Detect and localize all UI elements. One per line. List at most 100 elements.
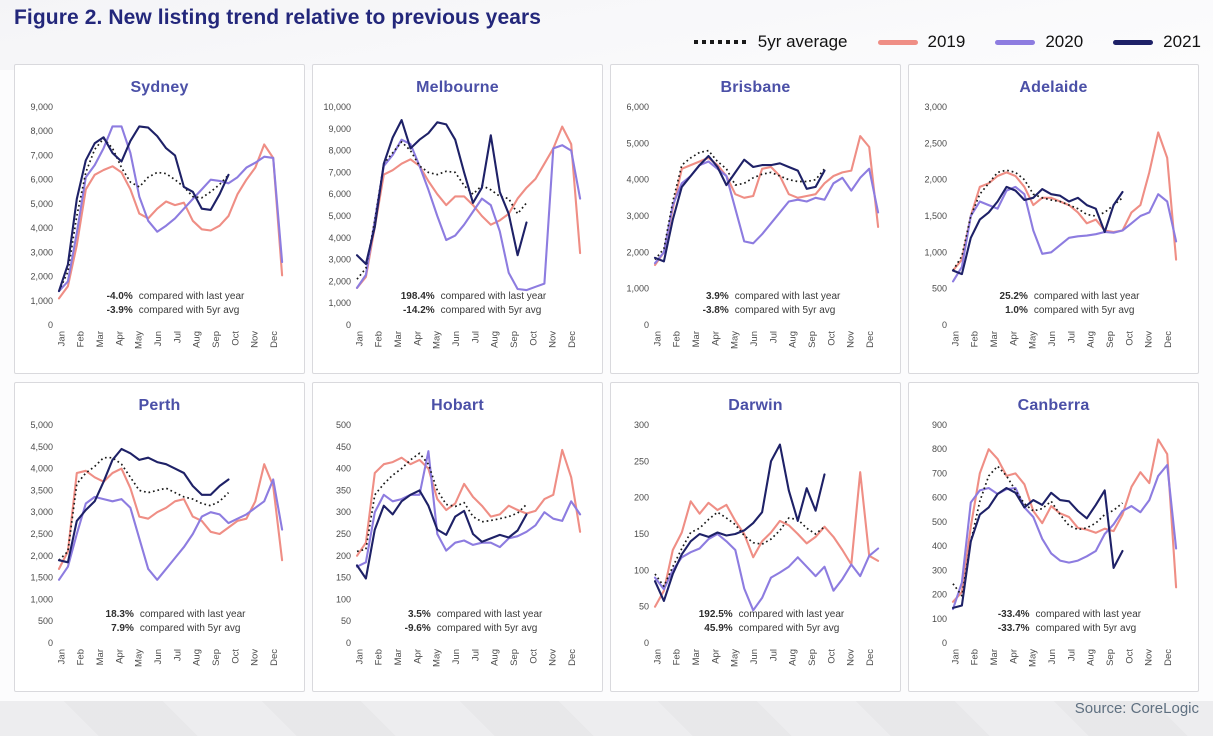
legend-item-2020: 2020 — [995, 32, 1083, 52]
x-tick-label: Jan — [56, 331, 67, 346]
x-tick-label: Dec — [567, 331, 578, 348]
legend-label: 2020 — [1045, 32, 1084, 51]
x-tick-label: Sep — [509, 649, 520, 666]
chart-card-canberra: Canberra 0 100 200 300 400 500 600 700 800 900 Jan… — [908, 382, 1199, 692]
y-tick-label: 150 — [634, 529, 649, 539]
x-tick-label: Apr — [1008, 331, 1019, 346]
y-tick-label: 4,000 — [30, 223, 53, 233]
series-line-2019 — [951, 438, 1178, 603]
series-line-5yr-average — [952, 169, 1124, 271]
series-line-2019 — [653, 471, 880, 608]
x-tick-label: Mar — [691, 331, 702, 347]
y-tick-label: 0 — [644, 320, 649, 330]
x-tick-label: Jun — [451, 649, 462, 664]
x-tick-label: Jul — [470, 331, 481, 343]
y-tick-label: 4,000 — [30, 464, 53, 474]
x-tick-label: Mar — [95, 649, 106, 665]
x-tick-label: May — [134, 649, 145, 667]
y-tick-label: 150 — [336, 573, 351, 583]
chart-title: Hobart — [431, 397, 484, 414]
series-line-2021 — [951, 185, 1124, 276]
x-tick-label: Jul — [1066, 331, 1077, 343]
x-tick-label: Dec — [1163, 649, 1174, 666]
y-tick-label: 6,000 — [626, 102, 649, 112]
chart-title: Sydney — [130, 79, 189, 96]
x-tick-label: Dec — [269, 331, 280, 348]
x-tick-label: Jun — [153, 331, 164, 346]
series-line-5yr-average — [356, 452, 528, 553]
y-tick-label: 250 — [634, 456, 649, 466]
series-line-2020 — [355, 450, 582, 568]
x-tick-label: Feb — [76, 649, 87, 665]
x-tick-label: Oct — [826, 331, 837, 346]
y-tick-label: 3,000 — [626, 211, 649, 221]
x-tick-label: Sep — [1105, 649, 1116, 666]
y-tick-label: 1,000 — [626, 284, 649, 294]
y-tick-label: 0 — [644, 638, 649, 648]
x-tick-label: Jan — [354, 649, 365, 664]
series-line-2020 — [951, 185, 1178, 283]
x-tick-label: Mar — [393, 331, 404, 347]
y-tick-label: 5,000 — [30, 420, 53, 430]
legend-label: 2019 — [927, 32, 966, 51]
chart-title: Canberra — [1017, 397, 1090, 414]
x-tick-label: Apr — [412, 649, 423, 664]
line-chart-sydney: 0 1,000 2,000 3,000 4,000 5,000 6,000 7,000 8,00… — [30, 102, 284, 349]
y-tick-label: 400 — [336, 464, 351, 474]
chart-card-perth: Perth 0 500 1,000 1,500 2,000 2,500 3,000 3,500… — [14, 382, 305, 692]
x-tick-label: Jul — [470, 649, 481, 661]
y-tick-label: 3,000 — [30, 507, 53, 517]
y-tick-label: 9,000 — [328, 124, 351, 134]
series-line-2020 — [57, 125, 284, 293]
y-tick-label: 0 — [48, 320, 53, 330]
x-tick-label: May — [1028, 331, 1039, 349]
series-line-2021 — [355, 119, 528, 266]
y-tick-label: 3,000 — [924, 102, 947, 112]
y-tick-label: 4,000 — [626, 175, 649, 185]
y-tick-label: 5,000 — [30, 199, 53, 209]
x-tick-label: Oct — [528, 331, 539, 346]
chart-grid: Sydney 0 1,000 2,000 3,000 4,000 5,000 6,000 7,… — [14, 64, 1199, 692]
x-tick-label: Sep — [1105, 331, 1116, 348]
figure-title: Figure 2. New listing trend relative to … — [14, 6, 542, 29]
y-tick-label: 0 — [346, 638, 351, 648]
y-tick-label: 100 — [634, 565, 649, 575]
x-tick-label: Jul — [172, 649, 183, 661]
x-tick-label: Sep — [807, 649, 818, 666]
series-line-2020 — [653, 532, 880, 612]
x-tick-label: Jun — [153, 649, 164, 664]
x-tick-label: Jun — [749, 649, 760, 664]
y-tick-label: 7,000 — [30, 150, 53, 160]
chart-card-brisbane: Brisbane 0 1,000 2,000 3,000 4,000 5,000 6,000… — [610, 64, 901, 374]
x-tick-label: Jul — [768, 331, 779, 343]
series-line-5yr-average — [356, 141, 528, 280]
series-line-2019 — [653, 135, 880, 267]
x-tick-label: Dec — [1163, 331, 1174, 348]
y-tick-label: 1,000 — [924, 247, 947, 257]
x-tick-label: Feb — [374, 649, 385, 665]
series-line-2021 — [951, 486, 1124, 609]
y-tick-label: 300 — [336, 507, 351, 517]
series-line-2021 — [57, 125, 230, 293]
x-tick-label: Oct — [1124, 331, 1135, 346]
x-tick-label: Dec — [865, 649, 876, 666]
chart-title: Darwin — [728, 397, 783, 414]
series-line-2019 — [951, 131, 1178, 272]
y-tick-label: 500 — [336, 420, 351, 430]
x-tick-label: Aug — [192, 649, 203, 666]
y-tick-label: 450 — [336, 442, 351, 452]
x-tick-label: Jul — [172, 331, 183, 343]
y-tick-label: 3,000 — [328, 255, 351, 265]
y-tick-label: 1,500 — [30, 573, 53, 583]
y-tick-label: 6,000 — [30, 175, 53, 185]
y-tick-label: 6,000 — [328, 189, 351, 199]
x-tick-label: Feb — [672, 331, 683, 347]
series-line-2021 — [653, 154, 826, 263]
line-chart-hobart: 0 50 100 150 200 250 300 350 400 450 500 Jan Feb Mar A… — [336, 420, 582, 667]
x-tick-label: Feb — [672, 649, 683, 665]
y-tick-label: 7,000 — [328, 167, 351, 177]
y-tick-label: 500 — [932, 517, 947, 527]
x-tick-label: Oct — [528, 649, 539, 664]
y-tick-label: 4,500 — [30, 442, 53, 452]
x-tick-label: Feb — [970, 649, 981, 665]
